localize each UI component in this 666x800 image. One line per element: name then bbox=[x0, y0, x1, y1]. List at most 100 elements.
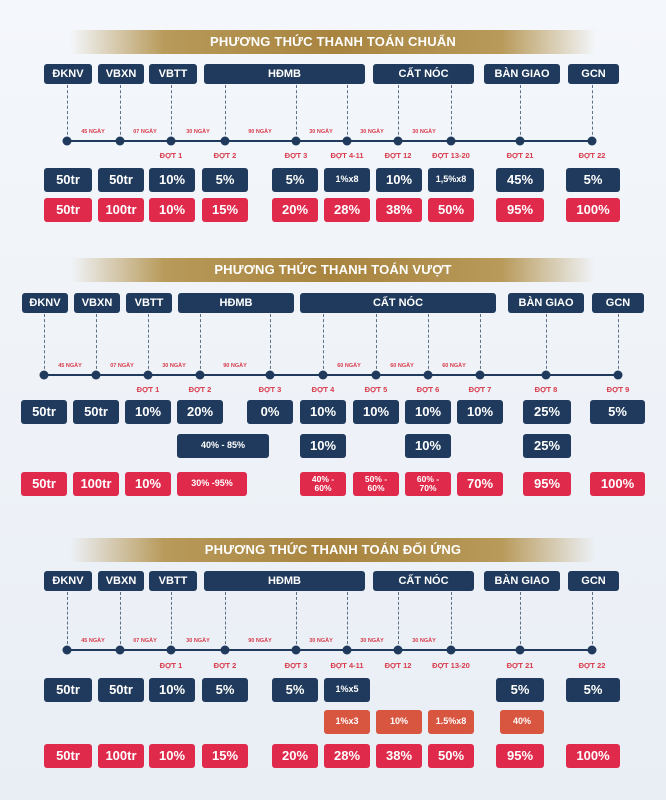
installment-label: ĐỢT 13-20 bbox=[432, 661, 470, 670]
installment-label: ĐỢT 2 bbox=[213, 661, 237, 670]
phase-hdmb: HĐMB bbox=[178, 293, 294, 313]
payment-box: 1%x8 bbox=[324, 168, 370, 192]
timeline-dot bbox=[62, 136, 72, 146]
timeline-dot bbox=[446, 645, 456, 655]
installment-label: ĐỢT 12 bbox=[384, 661, 412, 670]
installment-label: ĐỢT 12 bbox=[384, 151, 412, 160]
payment-box: 5% bbox=[272, 168, 318, 192]
cumulative-box: 15% bbox=[202, 744, 248, 768]
payment-box: 5% bbox=[566, 168, 620, 192]
payment-box: 0% bbox=[247, 400, 293, 424]
cumulative-box: 50% bbox=[428, 744, 474, 768]
payment-box: 10% bbox=[353, 400, 399, 424]
counterpart-box: 10% bbox=[376, 710, 422, 734]
payment-box: 50tr bbox=[44, 168, 92, 192]
payment-box: 5% bbox=[590, 400, 645, 424]
cumulative-box: 28% bbox=[324, 744, 370, 768]
gap-label: 30 NGÀY bbox=[162, 363, 186, 369]
phase-vbtt: VBTT bbox=[126, 293, 172, 313]
installment-label: ĐỢT 6 bbox=[416, 385, 440, 394]
installment-label: ĐỢT 22 bbox=[578, 151, 606, 160]
timeline-line bbox=[64, 140, 595, 142]
payment-box: 5% bbox=[202, 168, 248, 192]
timeline-dot bbox=[318, 370, 328, 380]
cumulative-box: 50tr bbox=[44, 744, 92, 768]
installment-label: ĐỢT 4-11 bbox=[330, 661, 364, 670]
cumulative-box: 28% bbox=[324, 198, 370, 222]
timeline-dot bbox=[62, 645, 72, 655]
timeline-dot bbox=[195, 370, 205, 380]
timeline-dot bbox=[265, 370, 275, 380]
gap-label: 45 NGÀY bbox=[81, 129, 105, 135]
installment-label: ĐỢT 22 bbox=[578, 661, 606, 670]
phase-ban-giao: BÀN GIAO bbox=[484, 64, 560, 84]
installment-label: ĐỢT 3 bbox=[258, 385, 282, 394]
payment-box: 10% bbox=[405, 434, 451, 458]
gap-label: 30 NGÀY bbox=[360, 638, 384, 644]
gap-label: 30 NGÀY bbox=[309, 638, 333, 644]
cumulative-box: 20% bbox=[272, 198, 318, 222]
cumulative-box: 50tr bbox=[21, 472, 67, 496]
cumulative-box: 20% bbox=[272, 744, 318, 768]
phase-gcn: GCN bbox=[592, 293, 644, 313]
payment-range-box: 40% - 85% bbox=[177, 434, 269, 458]
payment-box: 10% bbox=[405, 400, 451, 424]
payment-box: 10% bbox=[149, 168, 195, 192]
gap-label: 45 NGÀY bbox=[81, 638, 105, 644]
gap-label: 07 NGÀY bbox=[133, 638, 157, 644]
phase-cat-noc: CẤT NÓC bbox=[300, 293, 496, 313]
gap-label: 45 NGÀY bbox=[58, 363, 82, 369]
timeline-dot bbox=[613, 370, 623, 380]
timeline-dot bbox=[220, 645, 230, 655]
payment-box: 25% bbox=[523, 400, 571, 424]
cumulative-box: 95% bbox=[496, 198, 544, 222]
timeline-dot bbox=[342, 645, 352, 655]
phase-dknv: ĐKNV bbox=[44, 571, 92, 591]
payment-box: 1,5%x8 bbox=[428, 168, 474, 192]
gap-label: 07 NGÀY bbox=[110, 363, 134, 369]
phase-ban-giao: BÀN GIAO bbox=[508, 293, 584, 313]
cumulative-box: 100tr bbox=[73, 472, 119, 496]
phase-vbtt: VBTT bbox=[149, 571, 197, 591]
payment-box: 1%x5 bbox=[324, 678, 370, 702]
timeline-line bbox=[64, 649, 595, 651]
payment-box: 10% bbox=[457, 400, 503, 424]
section-title: PHƯƠNG THỨC THANH TOÁN ĐỐI ỨNG bbox=[70, 538, 596, 562]
timeline-dot bbox=[587, 136, 597, 146]
cumulative-box: 10% bbox=[149, 198, 195, 222]
cumulative-box: 40% - 60% bbox=[300, 472, 346, 496]
phase-vbxn: VBXN bbox=[98, 64, 144, 84]
timeline-dot bbox=[423, 370, 433, 380]
payment-box: 45% bbox=[496, 168, 544, 192]
payment-box: 50tr bbox=[98, 168, 144, 192]
cumulative-box: 100tr bbox=[98, 744, 144, 768]
timeline-dot bbox=[291, 136, 301, 146]
installment-label: ĐỢT 2 bbox=[213, 151, 237, 160]
timeline-dot bbox=[91, 370, 101, 380]
installment-label: ĐỢT 21 bbox=[506, 661, 534, 670]
phase-dknv: ĐKNV bbox=[22, 293, 68, 313]
payment-box: 10% bbox=[300, 400, 346, 424]
payment-box: 50tr bbox=[73, 400, 119, 424]
phase-vbxn: VBXN bbox=[74, 293, 120, 313]
payment-box: 25% bbox=[523, 434, 571, 458]
section-title: PHƯƠNG THỨC THANH TOÁN CHUẨN bbox=[70, 30, 596, 54]
timeline-dot bbox=[115, 136, 125, 146]
cumulative-box: 38% bbox=[376, 198, 422, 222]
payment-box: 10% bbox=[376, 168, 422, 192]
payment-box: 5% bbox=[202, 678, 248, 702]
payment-box: 5% bbox=[566, 678, 620, 702]
cumulative-box: 100tr bbox=[98, 198, 144, 222]
cumulative-box: 100% bbox=[566, 198, 620, 222]
timeline-dot bbox=[371, 370, 381, 380]
gap-label: 30 NGÀY bbox=[186, 129, 210, 135]
installment-label: ĐỢT 3 bbox=[284, 151, 308, 160]
installment-label: ĐỢT 5 bbox=[364, 385, 388, 394]
timeline-dot bbox=[342, 136, 352, 146]
phase-hdmb: HĐMB bbox=[204, 571, 365, 591]
cumulative-box: 60% - 70% bbox=[405, 472, 451, 496]
payment-box: 50tr bbox=[44, 678, 92, 702]
counterpart-box: 40% bbox=[500, 710, 544, 734]
cumulative-box: 95% bbox=[496, 744, 544, 768]
